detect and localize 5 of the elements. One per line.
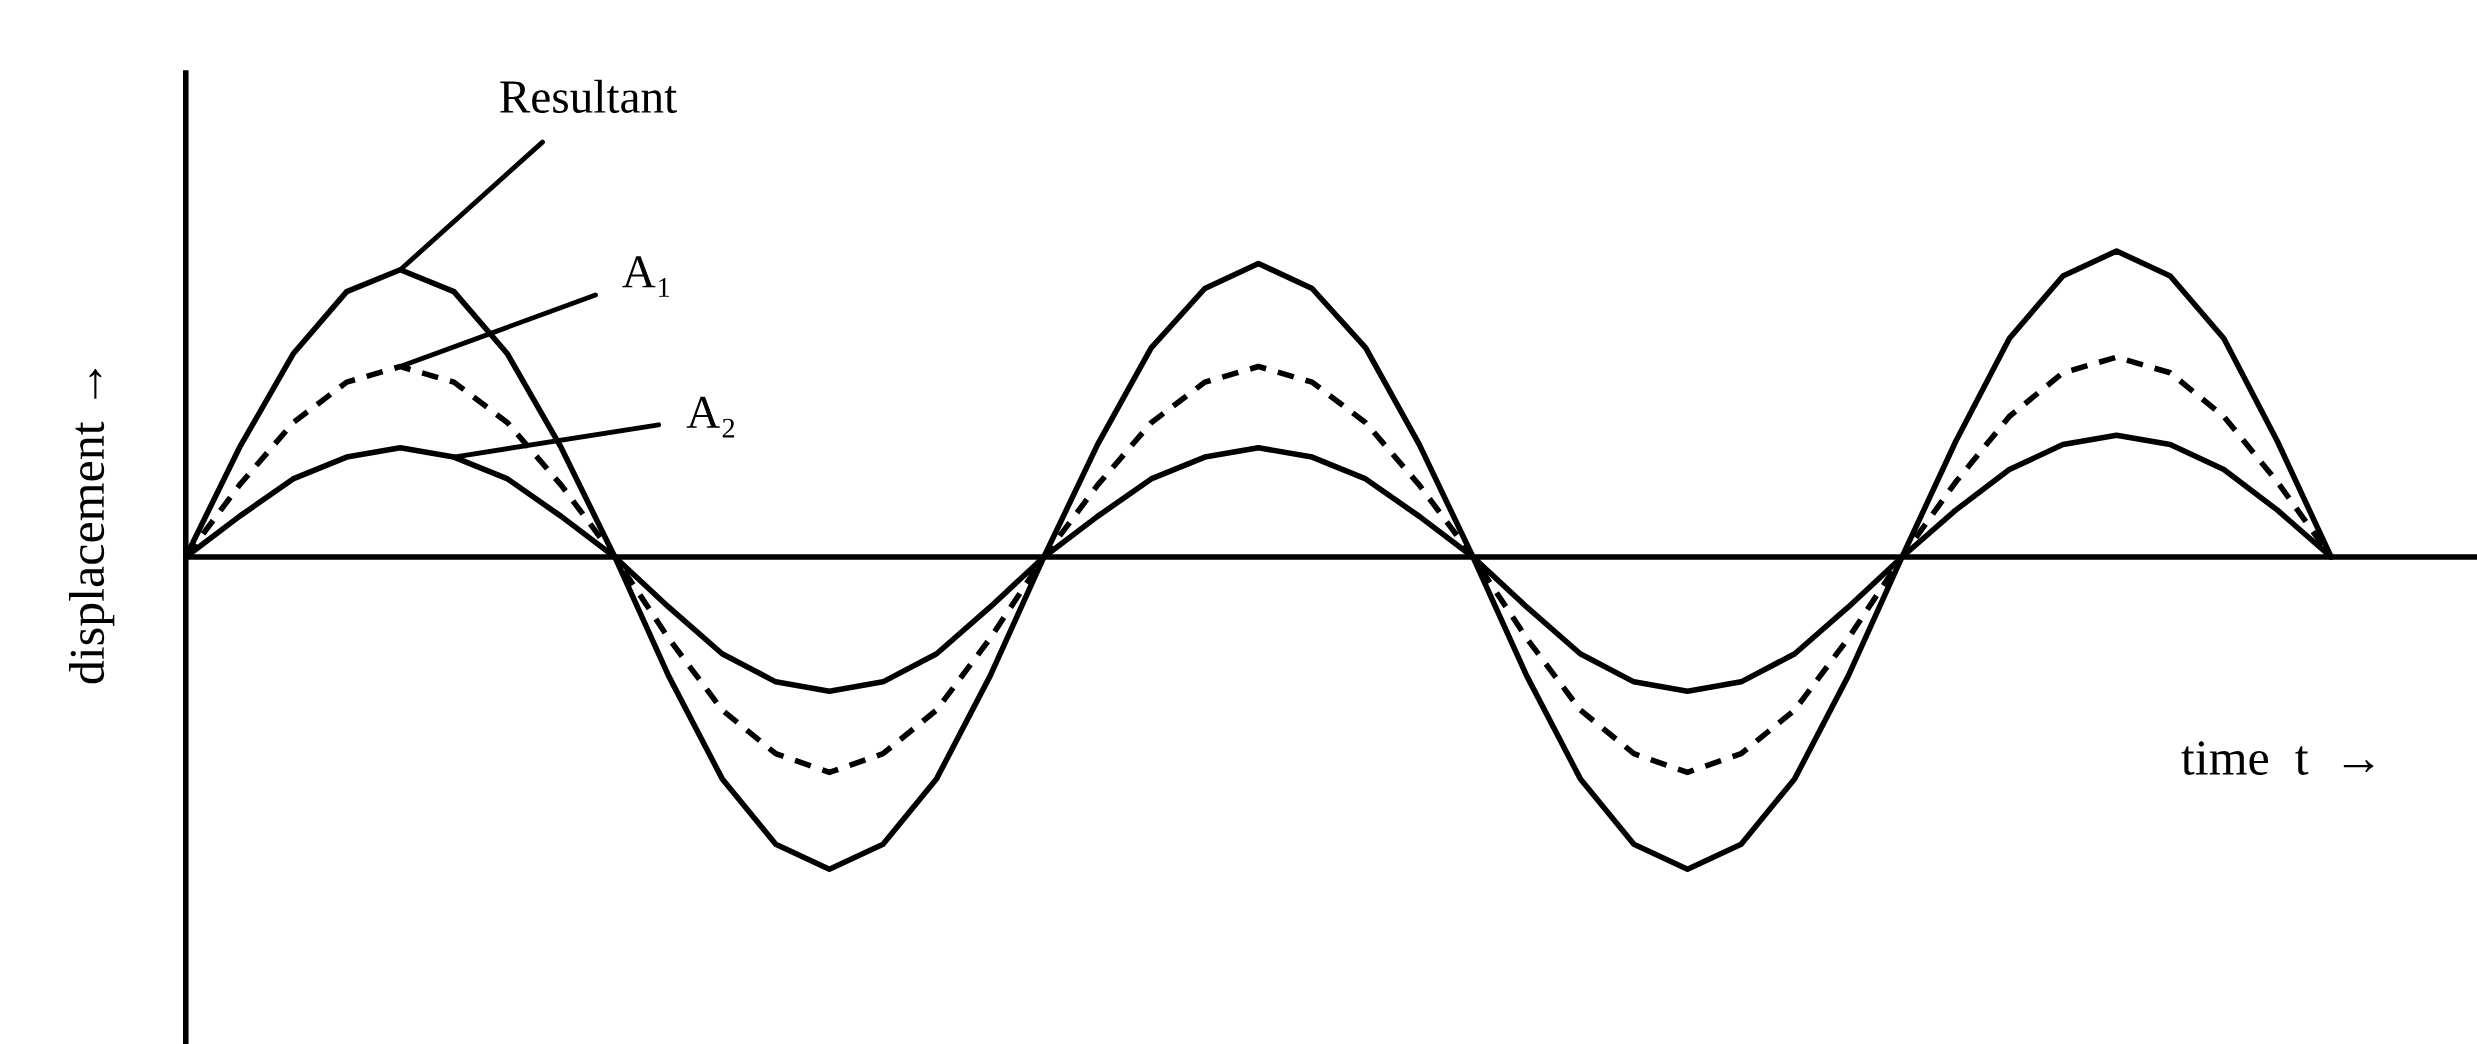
y-axis-title: displacement → <box>68 369 115 684</box>
x-axis-title: time t → <box>2181 741 2374 775</box>
text: A₁ <box>622 256 670 297</box>
text: Resultant <box>500 79 677 113</box>
legend-label: A₂ <box>686 396 735 438</box>
